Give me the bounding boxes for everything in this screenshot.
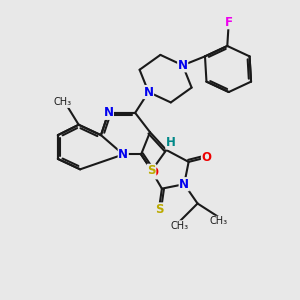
- Text: O: O: [202, 151, 212, 164]
- Text: N: N: [143, 85, 154, 98]
- Text: N: N: [178, 59, 188, 72]
- Text: O: O: [148, 166, 158, 179]
- Text: N: N: [103, 106, 113, 119]
- Text: CH₃: CH₃: [171, 221, 189, 231]
- Text: S: S: [147, 164, 156, 177]
- Text: N: N: [118, 148, 128, 161]
- Text: CH₃: CH₃: [53, 98, 71, 107]
- Text: N: N: [179, 178, 189, 191]
- Text: S: S: [155, 203, 163, 216]
- Text: H: H: [166, 136, 176, 149]
- Text: CH₃: CH₃: [209, 216, 227, 226]
- Text: F: F: [225, 16, 233, 29]
